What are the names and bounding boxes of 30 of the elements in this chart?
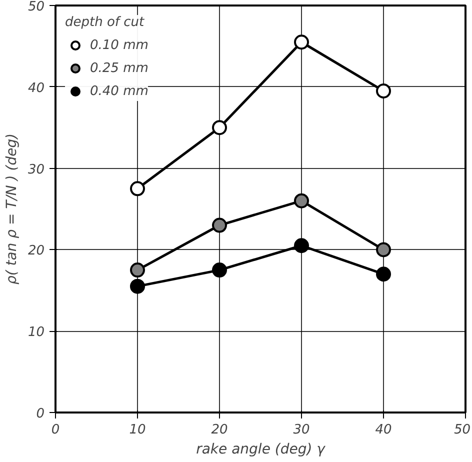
y-axis-title: ρ( tan ρ = T/N ) (deg) xyxy=(4,133,20,285)
y-tick-label: 10 xyxy=(28,325,45,340)
point xyxy=(294,34,309,50)
point xyxy=(130,262,145,278)
x-tick-label: 10 xyxy=(129,422,146,438)
point xyxy=(130,278,145,294)
legend-title: depth of cut xyxy=(65,15,146,30)
x-tick-label: 40 xyxy=(375,422,392,438)
point xyxy=(212,218,227,233)
x-tick-label: 20 xyxy=(211,422,228,438)
point xyxy=(294,193,309,208)
y-tick-label: 0 xyxy=(36,406,45,422)
x-tick-label: 50 xyxy=(454,422,471,438)
point xyxy=(376,242,391,258)
legend-label: 0.40 mm xyxy=(90,84,148,98)
point xyxy=(130,181,145,196)
y-tick-label: 50 xyxy=(28,0,45,14)
legend-label: 0.25 mm xyxy=(90,60,148,76)
x-tick-label: 0 xyxy=(51,422,60,438)
point xyxy=(212,120,227,136)
x-axis-title: rake angle (deg) γ xyxy=(196,442,326,458)
legend-label: 0.10 mm xyxy=(90,38,148,52)
y-tick-label: 40 xyxy=(28,80,45,96)
point xyxy=(212,262,227,278)
x-tick-label: 30 xyxy=(293,422,310,438)
point xyxy=(376,266,391,282)
point xyxy=(376,83,391,98)
y-tick-label: 30 xyxy=(28,162,45,178)
y-tick-label: 20 xyxy=(28,244,45,259)
point xyxy=(294,238,309,254)
